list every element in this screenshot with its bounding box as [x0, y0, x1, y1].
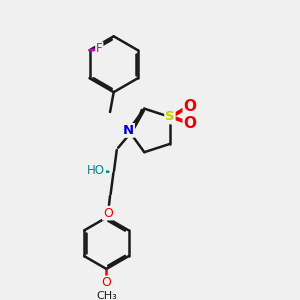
Text: O: O [184, 116, 196, 131]
Text: O: O [184, 99, 196, 114]
Polygon shape [133, 109, 144, 132]
Text: HO: HO [87, 164, 105, 177]
Text: N: N [123, 124, 134, 137]
Text: S: S [165, 110, 175, 124]
Text: O: O [103, 207, 113, 220]
Text: CH₃: CH₃ [96, 291, 117, 300]
Text: F: F [96, 42, 103, 56]
Text: O: O [101, 276, 111, 290]
